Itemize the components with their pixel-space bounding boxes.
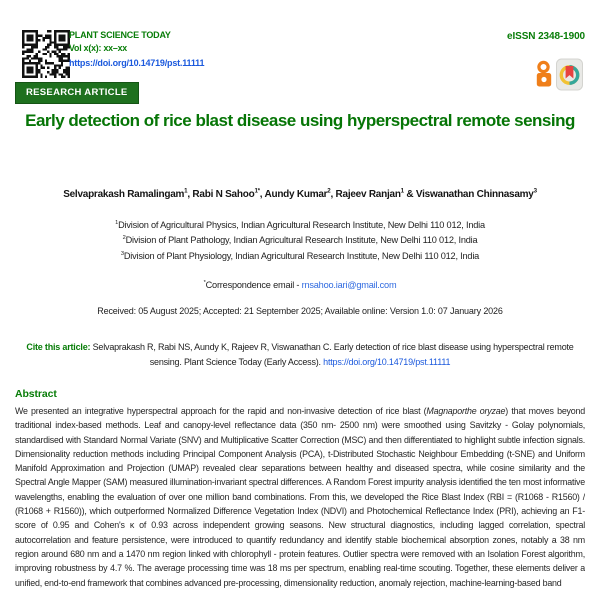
journal-name: PLANT SCIENCE TODAY: [69, 30, 171, 40]
affiliation-line: 2Division of Plant Pathology, Indian Agr…: [122, 235, 478, 246]
correspondence-label: Correspondence email -: [205, 280, 302, 290]
journal-doi-link[interactable]: https://doi.org/10.14719/pst.11111: [69, 58, 205, 68]
abstract-text: We presented an integrative hyperspectra…: [15, 406, 585, 588]
citation-doi-link[interactable]: https://doi.org/10.14719/pst.11111: [323, 356, 451, 367]
journal-info: PLANT SCIENCE TODAY Vol x(x): xx–xx http…: [69, 29, 204, 70]
correspondence-asterisk: *: [203, 279, 206, 286]
citation-text: Selvaprakash R, Rabi NS, Aundy K, Rajeev…: [90, 342, 574, 367]
page-title: Early detection of rice blast disease us…: [25, 111, 575, 130]
eissn-label: eISSN 2348-1900: [506, 31, 585, 42]
dates-line: Received: 05 August 2025; Accepted: 21 S…: [97, 306, 503, 316]
qr-code-icon: [22, 30, 70, 78]
author-line: Selvaprakash Ramalingam1, Rabi N Sahoo1*…: [63, 187, 537, 200]
affiliation-line: 1Division of Agricultural Physics, India…: [115, 219, 485, 230]
citation-block: Cite this article: Selvaprakash R, Rabi …: [25, 340, 575, 369]
affiliation-line: 3Division of Plant Physiology, Indian Ag…: [120, 250, 480, 261]
correspondence-email-link[interactable]: rnsahoo.iari@gmail.com: [301, 280, 397, 290]
correspondence-line: *Correspondence email - rnsahoo.iari@gma…: [15, 280, 585, 290]
journal-volume: Vol x(x): xx–xx: [69, 43, 127, 53]
article-type-badge: RESEARCH ARTICLE: [15, 82, 139, 104]
badge-icon: [556, 58, 583, 91]
open-access-icon: [536, 60, 552, 87]
affiliations-list: 1Division of Agricultural Physics, India…: [15, 218, 585, 264]
abstract-heading: Abstract: [15, 388, 57, 400]
citation-label: Cite this article:: [26, 342, 91, 352]
